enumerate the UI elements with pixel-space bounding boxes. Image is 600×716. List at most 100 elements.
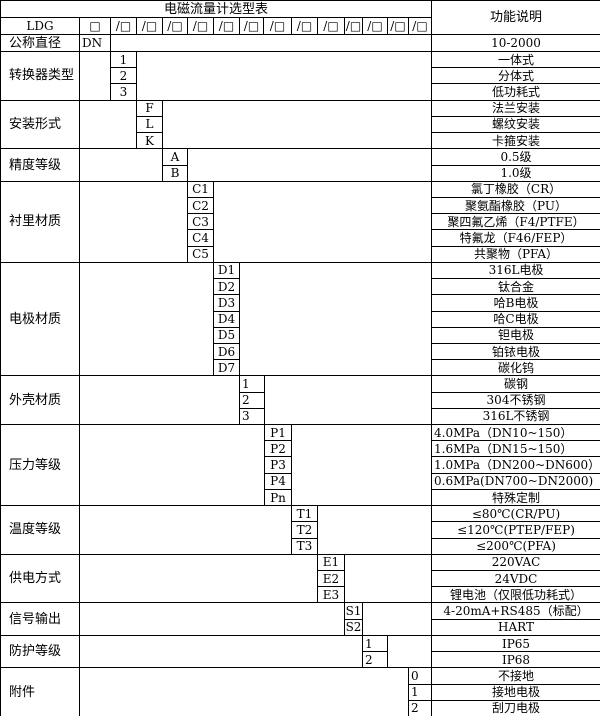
group-label: 压力等级: [0, 424, 80, 507]
option-code: F: [136, 99, 163, 117]
option-code: P2: [264, 440, 292, 458]
group-label: 温度等级: [0, 505, 80, 555]
option-code: L: [136, 115, 163, 134]
option-description: 锂电池（仅限低功耗式）: [431, 586, 600, 604]
option-description: 卡箍安装: [431, 132, 600, 150]
option-description: 1.6MPa（DN15~150）: [431, 440, 600, 458]
option-description: 0.5级: [431, 148, 600, 166]
option-code: T3: [291, 537, 318, 555]
option-description: 4.0MPa（DN10~150）: [431, 424, 600, 442]
option-description: IP68: [431, 651, 600, 669]
option-description: 220VAC: [431, 553, 600, 572]
model-slot: /□: [263, 17, 292, 35]
option-description: 碳化钨: [431, 359, 600, 377]
option-code: 2: [110, 67, 137, 85]
group-label: 供电方式: [0, 553, 80, 604]
option-code: D4: [213, 310, 240, 328]
model-slot: /□: [110, 17, 137, 35]
option-description: 哈B电极: [431, 294, 600, 312]
group-label: 附件: [0, 667, 80, 716]
option-description: 304不锈钢: [431, 391, 600, 409]
option-code: D1: [213, 261, 240, 280]
option-code: D7: [213, 359, 240, 377]
model-slot: /□: [387, 17, 409, 35]
option-description: 铂铱电极: [431, 342, 600, 361]
option-description: IP65: [431, 634, 600, 653]
option-description: 1.0MPa（DN200~DN600）: [431, 456, 600, 474]
model-slot: /□: [136, 17, 163, 35]
function-header: 功能说明: [431, 0, 600, 35]
option-code: P1: [264, 424, 292, 442]
group-label: 衬里材质: [0, 180, 80, 263]
option-description: 螺纹安装: [431, 115, 600, 134]
model-slot: /□: [408, 17, 432, 35]
option-description: 24VDC: [431, 570, 600, 588]
option-description: 不接地: [431, 667, 600, 685]
option-code: E3: [317, 586, 345, 604]
option-code: E1: [317, 553, 345, 572]
option-code: 1: [239, 375, 265, 393]
option-description: 共聚物（PFA）: [431, 245, 600, 263]
nominal-diameter-desc: 10-2000: [431, 34, 600, 52]
option-code: 2: [362, 651, 388, 669]
option-code: A: [162, 148, 188, 166]
group-label: 转换器类型: [0, 51, 80, 101]
option-code: E2: [317, 570, 345, 588]
option-description: 316L不锈钢: [431, 407, 600, 426]
option-description: 分体式: [431, 67, 600, 85]
group-label: 外壳材质: [0, 375, 80, 426]
option-code: 2: [239, 391, 265, 409]
blank-cell: [110, 34, 432, 52]
model-slot: /□: [317, 17, 345, 35]
model-slot: /□: [344, 17, 363, 35]
option-code: D6: [213, 342, 240, 361]
model-slot: /□: [291, 17, 318, 35]
option-code: D3: [213, 294, 240, 312]
option-description: ≤120℃(PTEP/FEP): [431, 521, 600, 539]
option-code: 1: [362, 634, 388, 653]
option-code: S1: [344, 602, 363, 620]
option-description: 聚氨酯橡胶（PU）: [431, 196, 600, 215]
option-code: C2: [187, 196, 214, 215]
option-code: Pn: [264, 488, 292, 507]
group-label: 防护等级: [0, 634, 80, 669]
option-description: 316L电极: [431, 261, 600, 280]
first-slot: □: [79, 17, 111, 35]
option-description: 聚四氟乙烯（F4/PTFE）: [431, 213, 600, 231]
model-prefix: LDG: [0, 17, 80, 35]
group-label: 信号输出: [0, 602, 80, 636]
option-description: 特氟龙（F46/FEP）: [431, 229, 600, 247]
option-description: 低功耗式: [431, 83, 600, 101]
option-code: P4: [264, 472, 292, 490]
option-description: 4-20mA+RS485（标配）: [431, 602, 600, 620]
option-code: 1: [408, 683, 432, 701]
option-description: HART: [431, 618, 600, 636]
option-code: D2: [213, 278, 240, 296]
option-description: 接地电极: [431, 683, 600, 701]
option-description: 刮刀电极: [431, 699, 600, 716]
option-code: 1: [110, 51, 137, 69]
option-description: 一体式: [431, 51, 600, 69]
option-code: S2: [344, 618, 363, 636]
model-slot: /□: [362, 17, 388, 35]
option-description: 碳钢: [431, 375, 600, 393]
option-description: 特殊定制: [431, 488, 600, 507]
model-slot: /□: [213, 17, 240, 35]
group-label: 精度等级: [0, 148, 80, 182]
option-code: 2: [408, 699, 432, 716]
option-code: P3: [264, 456, 292, 474]
table-title: 电磁流量计选型表: [0, 0, 432, 18]
option-code: C3: [187, 213, 214, 231]
option-description: 1.0级: [431, 164, 600, 182]
option-description: 法兰安装: [431, 99, 600, 117]
nominal-diameter-code: DN: [79, 34, 111, 52]
model-slot: /□: [239, 17, 264, 35]
option-description: 氯丁橡胶（CR）: [431, 180, 600, 198]
option-description: 0.6MPa(DN700~DN2000): [431, 472, 600, 490]
option-description: ≤80℃(CR/PU): [431, 505, 600, 523]
option-description: ≤200℃(PFA): [431, 537, 600, 555]
group-label: 电极材质: [0, 261, 80, 377]
model-slot: /□: [162, 17, 188, 35]
option-code: K: [136, 132, 163, 150]
